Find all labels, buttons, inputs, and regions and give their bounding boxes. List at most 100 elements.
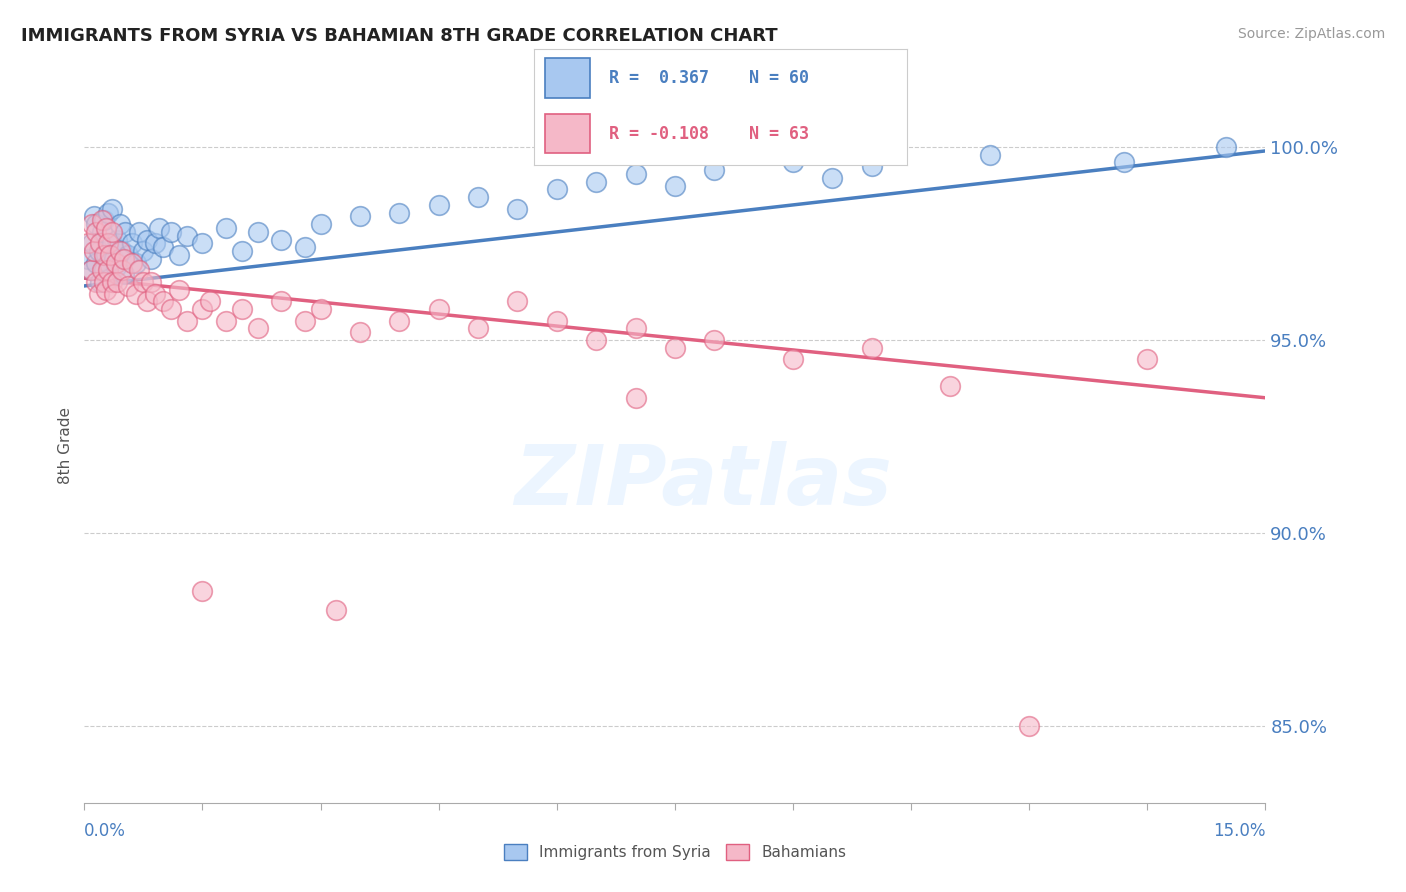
Point xyxy=(585,333,607,347)
Point xyxy=(143,286,166,301)
Point xyxy=(97,263,120,277)
Point xyxy=(388,205,411,219)
Point xyxy=(97,205,120,219)
Point xyxy=(136,294,159,309)
Point xyxy=(176,313,198,327)
Point xyxy=(96,221,118,235)
Point xyxy=(132,244,155,259)
Point xyxy=(136,233,159,247)
Point xyxy=(427,198,450,212)
Point xyxy=(979,148,1001,162)
Point xyxy=(270,294,292,309)
Point xyxy=(108,217,131,231)
Point xyxy=(467,190,489,204)
Point xyxy=(93,275,115,289)
Bar xyxy=(546,114,591,153)
Text: R = -0.108    N = 63: R = -0.108 N = 63 xyxy=(609,125,808,143)
Point xyxy=(152,240,174,254)
Point xyxy=(124,256,146,270)
Point xyxy=(349,325,371,339)
Point xyxy=(97,236,120,251)
Point xyxy=(467,321,489,335)
Point xyxy=(141,275,163,289)
Point xyxy=(1112,155,1135,169)
Point xyxy=(821,170,844,185)
Point xyxy=(93,263,115,277)
Point xyxy=(107,233,129,247)
Point xyxy=(585,175,607,189)
Point xyxy=(84,256,107,270)
Legend: Immigrants from Syria, Bahamians: Immigrants from Syria, Bahamians xyxy=(498,838,852,866)
Point xyxy=(79,263,101,277)
Point xyxy=(624,167,647,181)
Point xyxy=(111,263,134,277)
Point xyxy=(143,236,166,251)
Point xyxy=(167,283,190,297)
Point xyxy=(112,268,135,282)
Point xyxy=(83,244,105,259)
Point xyxy=(82,217,104,231)
Point xyxy=(191,301,214,316)
Point xyxy=(77,236,100,251)
Point xyxy=(128,225,150,239)
Point xyxy=(114,225,136,239)
Text: R =  0.367    N = 60: R = 0.367 N = 60 xyxy=(609,69,808,87)
Text: IMMIGRANTS FROM SYRIA VS BAHAMIAN 8TH GRADE CORRELATION CHART: IMMIGRANTS FROM SYRIA VS BAHAMIAN 8TH GR… xyxy=(21,27,778,45)
Point xyxy=(98,248,121,262)
Point xyxy=(167,248,190,262)
Point xyxy=(1215,140,1237,154)
Point xyxy=(101,225,124,239)
Point xyxy=(101,202,124,216)
Point xyxy=(93,248,115,262)
Point xyxy=(97,256,120,270)
Point xyxy=(191,236,214,251)
Point xyxy=(103,252,125,266)
Point xyxy=(111,244,134,259)
Point xyxy=(325,603,347,617)
Point xyxy=(231,301,253,316)
Point xyxy=(200,294,222,309)
Point xyxy=(89,275,111,289)
Point xyxy=(349,210,371,224)
Point xyxy=(160,301,183,316)
Point xyxy=(624,391,647,405)
Point xyxy=(141,252,163,266)
Point xyxy=(121,236,143,251)
Text: Source: ZipAtlas.com: Source: ZipAtlas.com xyxy=(1237,27,1385,41)
Point xyxy=(84,275,107,289)
Point xyxy=(388,313,411,327)
Point xyxy=(506,202,529,216)
Point xyxy=(96,248,118,262)
Point xyxy=(90,213,112,227)
Point xyxy=(231,244,253,259)
Point xyxy=(124,286,146,301)
Point xyxy=(309,217,332,231)
Point xyxy=(103,286,125,301)
Point xyxy=(87,244,110,259)
Point xyxy=(939,379,962,393)
Point xyxy=(108,244,131,259)
Point xyxy=(83,210,105,224)
Point xyxy=(148,221,170,235)
Text: 15.0%: 15.0% xyxy=(1213,822,1265,840)
Point xyxy=(246,225,269,239)
Point xyxy=(101,275,124,289)
Point xyxy=(309,301,332,316)
Point xyxy=(294,240,316,254)
Point xyxy=(104,256,127,270)
Point xyxy=(96,283,118,297)
Point xyxy=(191,583,214,598)
Point xyxy=(703,163,725,178)
Point xyxy=(215,221,238,235)
Point xyxy=(860,341,883,355)
Point xyxy=(87,286,110,301)
Point xyxy=(104,260,127,274)
Point xyxy=(270,233,292,247)
Point xyxy=(84,217,107,231)
Point xyxy=(101,236,124,251)
Point xyxy=(117,279,139,293)
Point xyxy=(82,236,104,251)
Point xyxy=(90,225,112,239)
Point xyxy=(160,225,183,239)
Point xyxy=(117,248,139,262)
